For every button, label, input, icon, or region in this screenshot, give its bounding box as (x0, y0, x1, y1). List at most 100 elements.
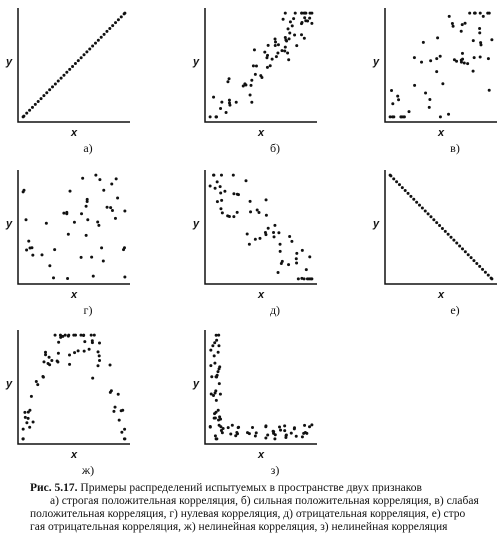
dot (300, 435, 304, 439)
dot (251, 425, 255, 429)
dot (441, 82, 445, 86)
dot (65, 70, 69, 74)
dot (98, 358, 102, 362)
dot (409, 194, 413, 198)
panel-label: б) (270, 141, 280, 155)
dot (59, 335, 63, 339)
dot (403, 189, 407, 193)
dot (290, 24, 294, 28)
dot (407, 110, 411, 114)
dot (278, 242, 282, 246)
dot (276, 43, 280, 47)
dot (303, 423, 307, 427)
caption-line: а) строгая положительная корреляция, б) … (50, 495, 479, 507)
dot (295, 261, 299, 265)
dot (123, 275, 127, 279)
dot (278, 425, 282, 429)
dot (50, 359, 54, 363)
dot (450, 22, 454, 26)
dot (116, 196, 120, 200)
dot (283, 429, 287, 433)
dot (254, 64, 258, 68)
dot (219, 207, 223, 211)
dot (306, 19, 310, 23)
dot (220, 198, 224, 202)
dot (220, 100, 224, 104)
dot (263, 50, 267, 54)
dot (305, 431, 309, 435)
dot (22, 114, 26, 118)
dot (212, 354, 216, 358)
dot (109, 389, 113, 393)
dot (102, 32, 106, 36)
dot (248, 93, 252, 97)
dot (272, 431, 276, 435)
dot (435, 70, 439, 74)
dot (215, 180, 219, 184)
x-axis-label: x (437, 289, 445, 301)
dot (472, 259, 476, 263)
dot (48, 363, 52, 367)
y-axis-label: y (372, 56, 380, 68)
dot (111, 24, 115, 28)
axes (17, 170, 130, 285)
dot (481, 267, 485, 271)
dot (254, 431, 258, 435)
x-axis-label: x (257, 289, 265, 301)
dot (483, 270, 487, 274)
dot (253, 237, 257, 241)
dot (279, 428, 283, 432)
dot (68, 353, 72, 357)
dot (395, 180, 399, 184)
dot (28, 425, 32, 429)
dot (72, 333, 76, 337)
dot (91, 376, 95, 380)
dot (420, 206, 424, 210)
dot (117, 418, 121, 422)
dot (265, 65, 269, 69)
dot (244, 179, 248, 183)
dot (45, 91, 49, 95)
dot (110, 208, 114, 212)
dot (58, 333, 62, 337)
dot (481, 14, 485, 18)
axes (17, 8, 130, 123)
dot (224, 111, 228, 115)
dot (82, 333, 86, 337)
panel-label: е) (450, 303, 459, 317)
dot (412, 197, 416, 201)
dot (255, 208, 259, 212)
dot (423, 209, 427, 213)
dot (435, 221, 439, 225)
dot (28, 246, 32, 250)
dot (43, 350, 47, 354)
dot (288, 31, 292, 35)
dot (295, 44, 299, 48)
dot (232, 215, 236, 219)
dot (270, 57, 274, 61)
dot (296, 277, 300, 281)
dot (300, 33, 304, 37)
dot (71, 64, 75, 68)
dot (273, 43, 277, 47)
dot (249, 210, 253, 214)
dot (230, 423, 234, 427)
dot (478, 264, 482, 268)
dot (248, 199, 252, 203)
dot (458, 244, 462, 248)
dot (94, 173, 98, 177)
dot (250, 78, 254, 82)
dot (99, 35, 103, 39)
dot (214, 398, 218, 402)
dot (68, 67, 72, 71)
x-axis-label: x (70, 127, 78, 139)
dot (283, 49, 287, 53)
dot (276, 271, 280, 275)
dot (68, 189, 72, 193)
dot (212, 173, 216, 177)
y-axis-label: y (192, 218, 200, 230)
dot (289, 431, 293, 435)
dot (250, 100, 254, 104)
dot (308, 11, 312, 15)
dot (93, 41, 97, 45)
